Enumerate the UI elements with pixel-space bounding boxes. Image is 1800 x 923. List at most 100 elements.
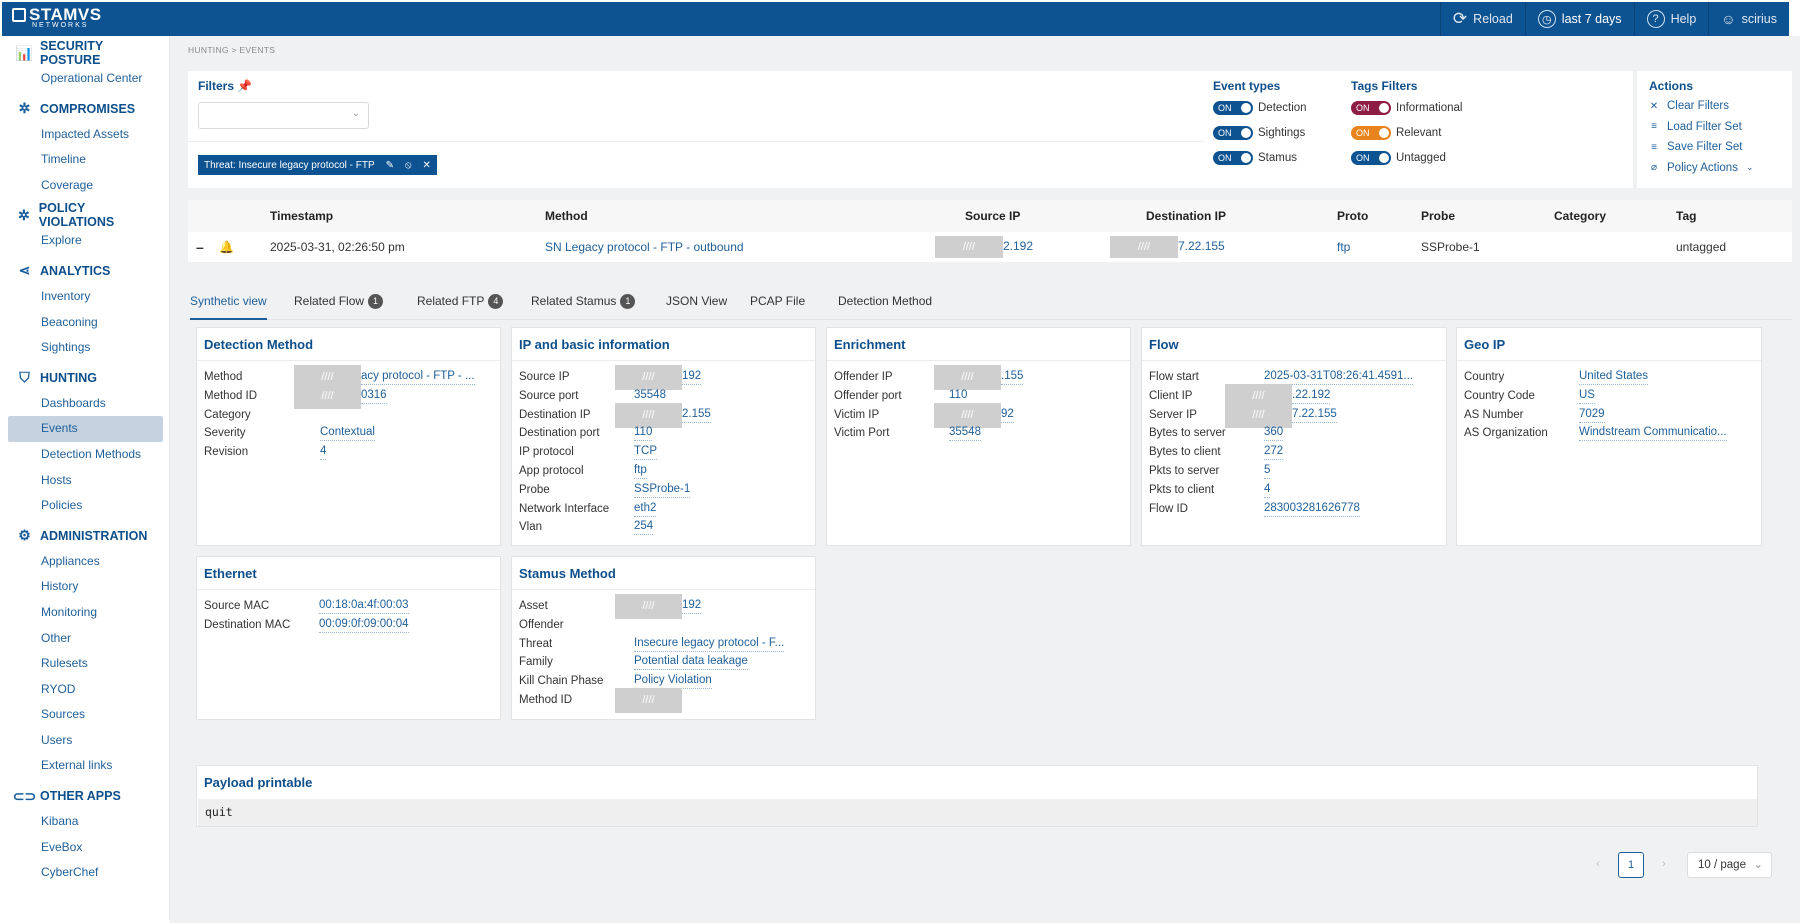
action-clear-filters[interactable]: ✕ Clear Filters [1649, 100, 1729, 113]
field-value[interactable]: 2.155 [682, 407, 711, 423]
sidebar-item-coverage[interactable]: Coverage [41, 177, 94, 192]
sidebar-item-ryod[interactable]: RYOD [41, 681, 76, 696]
filter-chip[interactable]: Threat: Insecure legacy protocol - FTP ✎… [198, 155, 437, 175]
user-menu[interactable]: ☺ scirius [1708, 2, 1789, 36]
field-value[interactable]: 0316 [361, 388, 387, 404]
sidebar-item-monitoring[interactable]: Monitoring [41, 604, 98, 619]
toggle-switch[interactable]: ON [1213, 100, 1253, 115]
field-value[interactable]: ftp [634, 463, 647, 479]
sidebar-item-inventory[interactable]: Inventory [41, 288, 91, 303]
section-analytics[interactable]: ⋖ ANALYTICS [2, 258, 169, 284]
field-value[interactable]: Policy Violation [634, 673, 712, 690]
bell-icon[interactable]: 🔔 [219, 240, 234, 254]
tab-synthetic-view[interactable]: Synthetic view [190, 282, 267, 320]
sidebar-item-hosts[interactable]: Hosts [41, 472, 72, 487]
help-button[interactable]: ? Help [1633, 2, 1709, 36]
tab-related-stamus[interactable]: Related Stamus 1 [531, 282, 636, 320]
field-value[interactable]: Insecure legacy protocol - F... [634, 636, 785, 652]
section-administration[interactable]: ⚙ ADMINISTRATION [2, 523, 169, 549]
stamus-logo[interactable]: STAMVS NETWORKS [12, 6, 102, 30]
field-value[interactable]: .155 [1001, 369, 1024, 385]
sidebar-item-impacted-assets[interactable]: Impacted Assets [41, 126, 130, 141]
field-value[interactable]: 110 [949, 388, 968, 404]
sidebar-item-other[interactable]: Other [41, 630, 72, 645]
tab-pcap-file[interactable]: PCAP File [750, 294, 806, 308]
field-value[interactable]: 35548 [949, 425, 981, 442]
field-value[interactable]: 35548 [634, 388, 666, 404]
toggle-switch[interactable]: ON [1213, 125, 1253, 140]
prev-page-button[interactable]: ‹ [1596, 858, 1600, 870]
field-value[interactable]: 192 [682, 369, 702, 385]
cell-source-ip[interactable]: ////2.192 [935, 236, 1033, 258]
sidebar-item-cyberchef[interactable]: CyberChef [41, 865, 99, 880]
close-icon[interactable]: ✕ [422, 159, 431, 171]
tab-related-ftp[interactable]: Related FTP 4 [417, 282, 504, 320]
col-header-destination-ip[interactable]: Destination IP [1146, 209, 1227, 223]
field-value[interactable]: 00:18:0a:4f:00:03 [319, 598, 409, 614]
field-value[interactable]: US [1579, 388, 1595, 404]
tab-detection-method[interactable]: Detection Method [838, 294, 933, 308]
sidebar-item-appliances[interactable]: Appliances [41, 553, 100, 568]
reload-button[interactable]: ⟳ Reload [1439, 2, 1525, 36]
section-compromises[interactable]: ✲ COMPROMISES [2, 96, 169, 122]
field-value[interactable]: 360 [1264, 425, 1284, 442]
sidebar-item-sightings[interactable]: Sightings [41, 340, 91, 355]
field-value[interactable]: 283003281626778 [1264, 501, 1360, 517]
next-page-button[interactable]: › [1662, 858, 1666, 870]
field-value[interactable]: Contextual [320, 425, 375, 442]
sidebar-item-sources[interactable]: Sources [41, 707, 86, 722]
field-value[interactable]: 00:09:0f:09:00:04 [319, 617, 409, 633]
section-policy-violations[interactable]: ✲ POLICY VIOLATIONS [2, 201, 169, 229]
toggle-switch[interactable]: ON [1351, 150, 1391, 165]
field-value[interactable]: eth2 [634, 501, 657, 517]
field-value[interactable]: 4 [1264, 482, 1271, 498]
sidebar-item-external-links[interactable]: External links [41, 758, 113, 773]
col-header-tag[interactable]: Tag [1676, 209, 1697, 223]
col-header-category[interactable]: Category [1554, 209, 1607, 223]
table-row[interactable]: – 🔔 2025-03-31, 02:26:50 pm SN Legacy pr… [188, 232, 1792, 262]
field-value[interactable]: acy protocol - FTP - ... [361, 369, 475, 385]
field-value[interactable]: SSProbe-1 [634, 482, 691, 498]
field-value[interactable]: 272 [1264, 444, 1284, 461]
sidebar-item-kibana[interactable]: Kibana [41, 814, 79, 829]
action-load-filter-set[interactable]: ≡ Load Filter Set [1649, 117, 1754, 138]
tab-related-flow[interactable]: Related Flow 1 [294, 282, 384, 320]
sidebar-item-policies[interactable]: Policies [41, 498, 83, 513]
sidebar-item-beaconing[interactable]: Beaconing [41, 314, 98, 329]
section-hunting[interactable]: ⛉ HUNTING [2, 365, 169, 391]
collapse-icon[interactable]: – [196, 239, 204, 255]
cell-proto[interactable]: ftp [1337, 240, 1351, 254]
sidebar-item-operational-center[interactable]: Operational Center [41, 71, 143, 85]
sidebar-item-rulesets[interactable]: Rulesets [41, 656, 88, 671]
sidebar-item-users[interactable]: Users [41, 732, 73, 747]
tab-json-view[interactable]: JSON View [666, 294, 728, 308]
field-value[interactable]: 2025-03-31T08:26:41.4591... [1264, 369, 1413, 385]
field-value[interactable]: .22.192 [1292, 388, 1331, 404]
cell-destination-ip[interactable]: ////7.22.155 [1110, 236, 1225, 258]
toggle-switch[interactable]: ON [1351, 100, 1391, 115]
page-size-select[interactable]: 10 / page ⌄ [1687, 852, 1772, 878]
col-header-proto[interactable]: Proto [1337, 209, 1369, 223]
col-header-source-ip[interactable]: Source IP [965, 209, 1021, 223]
sidebar-item-events[interactable]: Events [8, 416, 163, 442]
cell-method[interactable]: SN Legacy protocol - FTP - outbound [545, 240, 744, 254]
edit-icon[interactable]: ✎ [385, 159, 395, 171]
field-value[interactable]: 92 [1001, 407, 1014, 423]
field-value[interactable]: 4 [320, 444, 327, 461]
time-range-button[interactable]: ◷ last 7 days [1524, 2, 1634, 36]
field-value[interactable]: United States [1579, 369, 1649, 385]
toggle-switch[interactable]: ON [1213, 150, 1253, 165]
sidebar-item-dashboards[interactable]: Dashboards [41, 395, 106, 410]
field-value[interactable]: TCP [634, 444, 657, 461]
field-value[interactable]: Windstream Communicatio... [1579, 425, 1727, 442]
action-policy-actions[interactable]: ⌀ Policy Actions ⌄ [1650, 161, 1754, 174]
col-header-method[interactable]: Method [545, 209, 588, 223]
field-value[interactable]: 110 [634, 425, 653, 442]
toggle-switch[interactable]: ON [1351, 125, 1391, 140]
field-value[interactable]: 5 [1264, 463, 1271, 479]
section-security-posture[interactable]: 📊 SECURITY POSTURE [15, 39, 103, 67]
col-header-timestamp[interactable]: Timestamp [270, 209, 334, 223]
field-value[interactable]: 7.22.155 [1292, 407, 1337, 423]
sidebar-item-history[interactable]: History [41, 579, 79, 594]
col-header-probe[interactable]: Probe [1421, 209, 1456, 223]
